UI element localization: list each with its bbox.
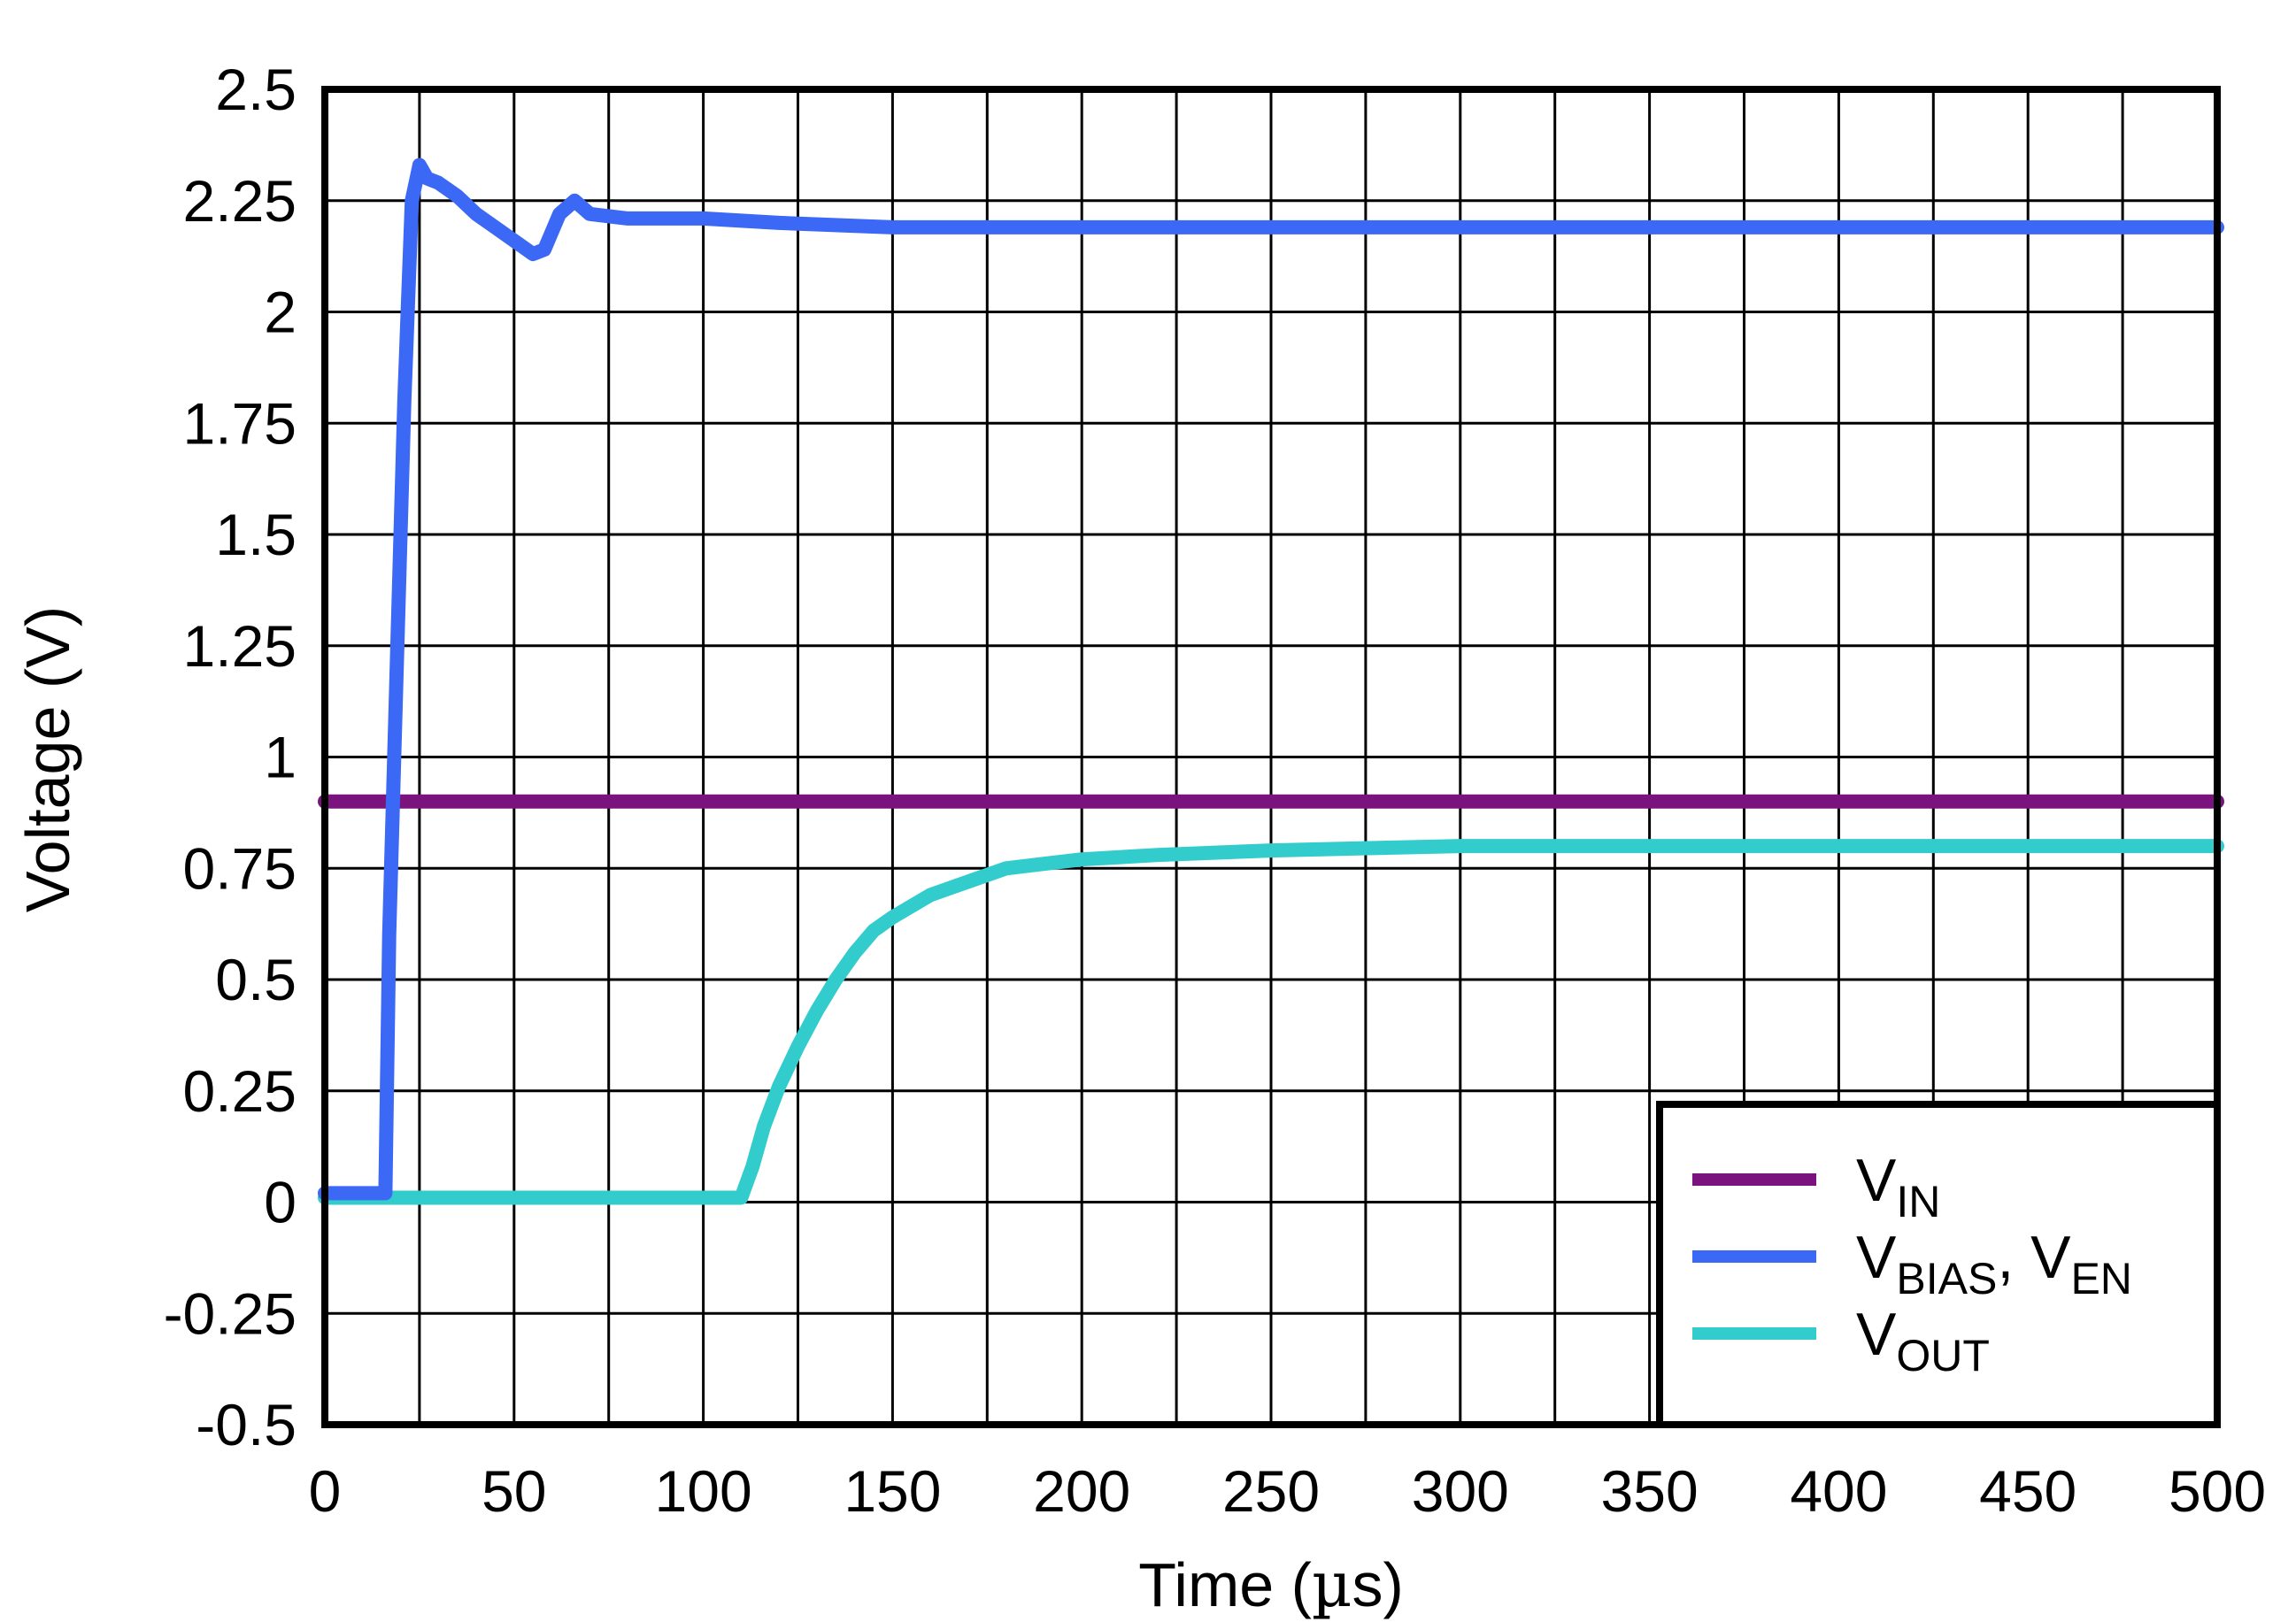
y-tick-label: 1 (264, 725, 297, 790)
y-axis-title: Voltage (V) (13, 606, 82, 912)
x-tick-label: 200 (1033, 1458, 1130, 1524)
y-tick-label: 0.75 (183, 835, 297, 901)
y-tick-label: 2.5 (215, 57, 297, 122)
x-tick-label: 0 (309, 1458, 342, 1524)
y-tick-label: 0.5 (215, 947, 297, 1012)
x-tick-label: 300 (1412, 1458, 1509, 1524)
y-tick-label: 1.25 (183, 613, 297, 679)
y-tick-label: 2 (264, 280, 297, 345)
x-axis-title-prefix: Time ( (1138, 1550, 1312, 1619)
x-tick-label: 500 (2169, 1458, 2266, 1524)
y-tick-label: 0.25 (183, 1058, 297, 1124)
series-line-vbias-ven (318, 158, 2224, 1201)
legend-label-vbias-ven: VBIAS, VEN (1856, 1224, 2132, 1303)
x-tick-label: 400 (1790, 1458, 1887, 1524)
y-tick-label: -0.5 (196, 1392, 297, 1457)
x-axis-title-suffix: s) (1352, 1550, 1403, 1619)
x-tick-label: 250 (1222, 1458, 1320, 1524)
y-tick-label: -0.25 (164, 1280, 297, 1346)
x-tick-label: 350 (1601, 1458, 1699, 1524)
legend-label-vout: VOUT (1856, 1301, 1990, 1380)
x-axis-title: Time (µs) (1138, 1549, 1404, 1621)
x-tick-label: 450 (1979, 1458, 2076, 1524)
y-tick-label: 1.5 (215, 502, 297, 567)
legend-label-vin: VIN (1856, 1147, 1940, 1226)
tick-labels: 0 50 100 150 200 250 300 350 400 450 500 2.5 2.25 2 1.… (164, 57, 2267, 1524)
y-tick-label: 1.75 (183, 390, 297, 456)
series-line-vout (318, 839, 2224, 1205)
y-tick-label: 0 (264, 1170, 297, 1235)
x-tick-label: 100 (655, 1458, 752, 1524)
series-layer (318, 158, 2224, 1205)
x-tick-label: 50 (482, 1458, 546, 1524)
legend-box (1656, 1101, 2221, 1428)
x-tick-label: 150 (844, 1458, 941, 1524)
y-tick-label: 2.25 (183, 168, 297, 234)
plot-frame (321, 86, 2221, 1428)
x-axis-title-unit: µ (1312, 1549, 1352, 1621)
